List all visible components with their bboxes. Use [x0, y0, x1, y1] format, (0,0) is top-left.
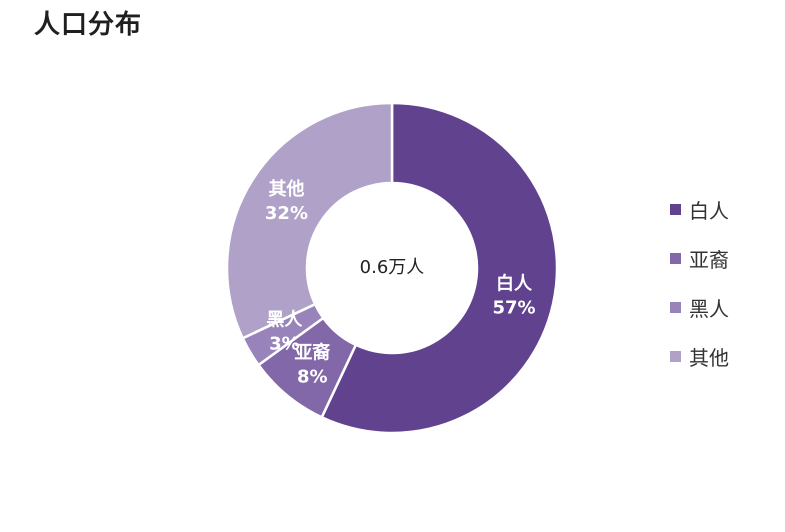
slice-label-percent-2: 3% [269, 334, 300, 355]
legend-swatch [670, 302, 681, 313]
legend-label: 白人 [689, 199, 729, 223]
slice-labels: 白人 57% 亚裔 8% 黑人 3% 其他 32% [265, 178, 536, 387]
legend: 白人 亚裔 黑人 其他 [670, 185, 729, 381]
legend-swatch [670, 204, 681, 215]
legend-item-3[interactable]: 其他 [670, 332, 729, 381]
center-total-label: 0.6万人 [360, 257, 425, 278]
page-title: 人口分布 [34, 10, 143, 40]
legend-item-2[interactable]: 黑人 [670, 283, 729, 332]
legend-label: 其他 [689, 346, 729, 370]
donut-slices [225, 101, 559, 435]
legend-label: 亚裔 [689, 248, 729, 272]
slice-3[interactable] [225, 101, 394, 340]
slice-label-name-0: 白人 [496, 272, 533, 294]
slice-label-percent-0: 57% [492, 297, 535, 318]
slice-label-percent-3: 32% [265, 203, 308, 224]
legend-item-0[interactable]: 白人 [670, 185, 729, 234]
legend-label: 黑人 [689, 297, 729, 321]
legend-item-1[interactable]: 亚裔 [670, 234, 729, 283]
legend-swatch [670, 351, 681, 362]
slice-label-percent-1: 8% [297, 366, 328, 387]
slice-label-name-1: 亚裔 [294, 341, 330, 363]
legend-swatch [670, 253, 681, 264]
slice-label-name-2: 黑人 [266, 310, 303, 331]
slice-label-name-3: 其他 [268, 178, 304, 200]
slice-0[interactable] [320, 101, 559, 435]
